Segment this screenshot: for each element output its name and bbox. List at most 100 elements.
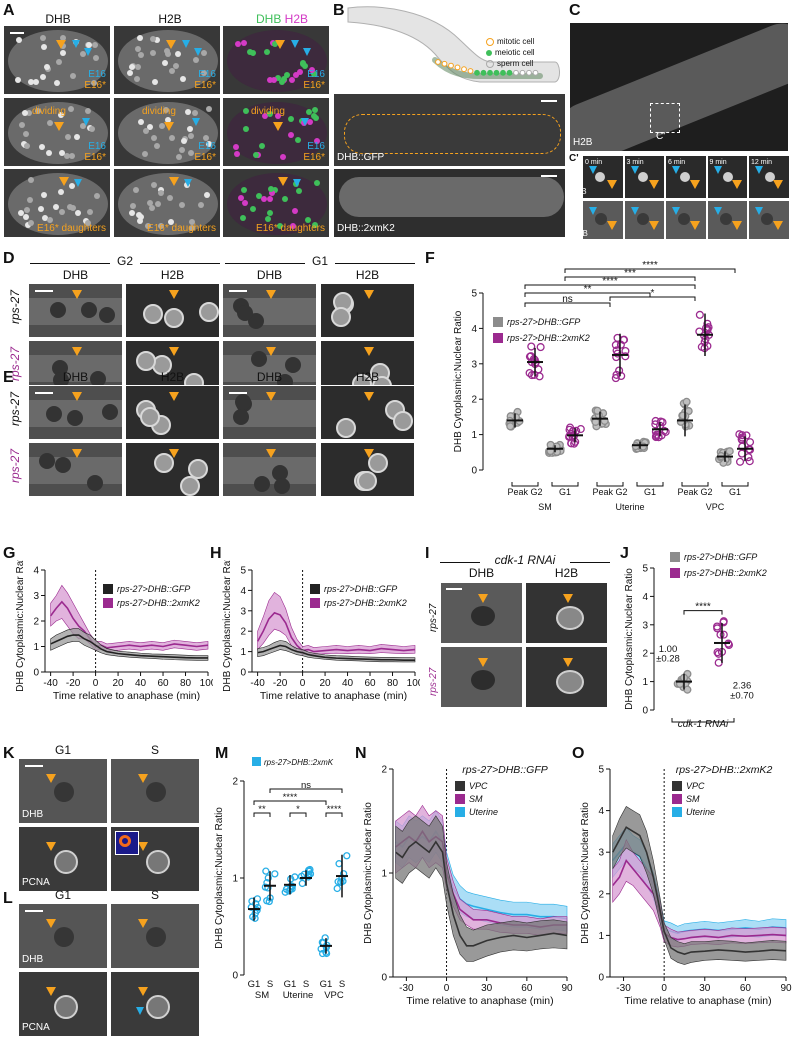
data-point [735, 457, 745, 466]
scale-bar [25, 765, 43, 767]
gonad-cell [519, 69, 526, 76]
nucleus [86, 474, 103, 491]
x-tick-label: 20 [113, 678, 125, 689]
nucleus [188, 149, 195, 156]
arrow-cyan-icon [589, 207, 597, 215]
cell-band [223, 456, 316, 485]
panel-K-col-header: G1 [54, 743, 71, 757]
arrow-orange-icon [690, 221, 700, 230]
label-e16: E16 [88, 69, 106, 80]
x-tick-label: -20 [66, 678, 81, 689]
x-category-label: S [339, 979, 345, 990]
panel-label-L: L [3, 890, 13, 907]
data-point [271, 870, 279, 878]
legend-swatch [455, 794, 465, 804]
nucleus [60, 35, 67, 42]
nucleus [292, 72, 299, 79]
nucleus [150, 50, 157, 57]
x-tick-label: 60 [740, 983, 752, 994]
nucleus [63, 152, 70, 159]
nucleus [165, 116, 172, 123]
data-point [683, 685, 692, 694]
nucleus [203, 192, 210, 199]
arrow-orange-icon [168, 449, 179, 458]
nucleus [146, 850, 170, 874]
arrow-orange-icon [71, 290, 82, 299]
data-point [306, 870, 315, 878]
arrow-cyan-icon [672, 166, 680, 174]
panel-label-H: H [210, 545, 222, 562]
data-point [291, 873, 299, 881]
nucleus [250, 49, 257, 56]
panel-A-image-r2-dhb: dividing E16 E16* [3, 97, 111, 167]
significance-bracket [524, 292, 651, 297]
panel-Cprime-h2b-3: 9 min [706, 155, 748, 199]
y-tick-label: 2 [381, 765, 387, 776]
chart-O: 0 1 2 3 4 5 DHB Cytoplasmic:Nuclear Ratio -30 0 3… [580, 764, 792, 1007]
series-line [612, 826, 787, 955]
y-tick-label: 4 [598, 806, 604, 817]
category-bracket [551, 482, 579, 487]
panel-I-title: cdk-1 RNAi [480, 553, 570, 567]
nucleus [164, 48, 171, 55]
nucleus [288, 132, 295, 139]
nucleus [150, 35, 157, 42]
nucleus [53, 203, 60, 210]
nucleus [69, 152, 76, 159]
nucleus [146, 927, 166, 947]
data-point [716, 630, 725, 639]
label-e16: E16 [88, 141, 106, 152]
x-tick-label: 100 [407, 678, 420, 689]
gonad-cell [513, 69, 519, 76]
nucleus [136, 351, 157, 372]
nucleus [271, 464, 288, 481]
arrow-orange-icon [477, 594, 488, 603]
x-axis-title: Time relative to anaphase (min) [53, 690, 200, 702]
y-tick-label: 0 [598, 973, 604, 984]
group-label: Uterine [615, 502, 644, 512]
nucleus [305, 217, 312, 224]
arrow-orange-icon [46, 842, 56, 851]
nucleus [80, 301, 97, 318]
x-category-label: G1 [729, 487, 741, 497]
panel-K-image [110, 758, 200, 824]
arrow-orange-icon [648, 180, 659, 189]
panel-A-image-r3-merge: E16* daughters [222, 168, 330, 238]
nucleus [168, 218, 175, 225]
panel-label-C: C [569, 2, 581, 19]
y-tick-label: 2 [240, 627, 246, 638]
nucleus [129, 209, 136, 216]
x-tick-label: 60 [521, 983, 533, 994]
nucleus [53, 79, 60, 86]
gonad-cell [435, 59, 441, 65]
nucleus [54, 995, 78, 1019]
nucleus [307, 119, 314, 126]
nucleus [678, 213, 690, 225]
data-point [682, 397, 691, 406]
panel-Cprime-dhb-4 [748, 200, 790, 240]
arrow-cyan-icon [755, 207, 763, 215]
nucleus [336, 418, 357, 439]
x-tick-label: -30 [399, 983, 414, 994]
nucleus [75, 210, 82, 217]
nucleus [761, 213, 773, 225]
significance-bracket [609, 296, 696, 301]
nucleus [271, 40, 278, 47]
legend-swatch [252, 757, 261, 766]
mitotic-cell-icon [486, 37, 494, 46]
nucleus [637, 172, 648, 182]
panel-L-row-label: DHB [22, 954, 44, 965]
nucleus [52, 372, 69, 389]
nucleus [41, 191, 48, 198]
nucleus [157, 186, 164, 193]
x-tick-label: 30 [481, 983, 493, 994]
panel-Cprime-dhb-3 [706, 200, 748, 240]
gonad-cell [493, 69, 500, 76]
nucleus [282, 196, 289, 203]
panel-A-header-h2b: H2B [158, 12, 182, 26]
data-point [639, 442, 648, 451]
nucleus [765, 172, 775, 182]
panel-E-image [28, 385, 123, 440]
legend-label: VPC [686, 781, 705, 791]
significance-bracket [524, 284, 696, 289]
